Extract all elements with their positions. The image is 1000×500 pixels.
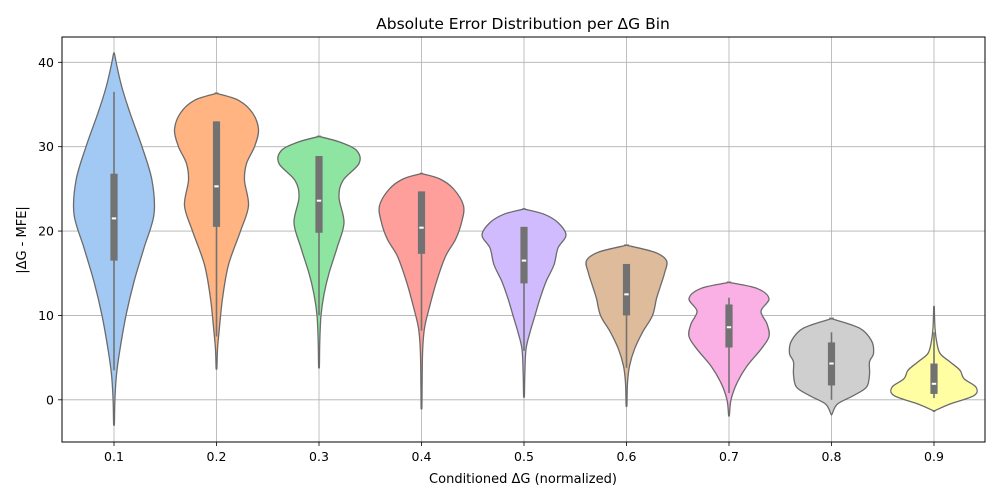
x-tick-label: 0.4 <box>412 449 432 464</box>
violin-iqr-box <box>212 121 221 227</box>
x-tick-label: 0.3 <box>309 449 329 464</box>
x-tick-label: 0.5 <box>514 449 534 464</box>
chart-title: Absolute Error Distribution per ΔG Bin <box>376 15 670 33</box>
x-tick-label: 0.9 <box>924 449 944 464</box>
x-axis-label: Conditioned ΔG (normalized) <box>429 472 617 487</box>
violin-0.2 <box>173 92 260 370</box>
violin-0.9 <box>890 305 978 412</box>
violin-iqr-box <box>110 173 118 261</box>
x-tick-label: 0.2 <box>207 449 227 464</box>
violin-iqr-box <box>520 226 528 284</box>
violins <box>72 52 978 426</box>
x-tick-label: 0.7 <box>719 449 739 464</box>
violin-0.5 <box>481 208 567 398</box>
y-axis-label: |ΔG - MFE| <box>15 206 30 274</box>
axis-ticks: 0 10 20 30 40 0.1 0.2 0.3 0.4 0.5 0.6 0.7 0.8 0.9 <box>38 55 944 464</box>
x-tick-label: 0.1 <box>104 449 124 464</box>
x-tick-label: 0.8 <box>822 449 842 464</box>
y-tick-label: 20 <box>38 224 54 239</box>
violin-iqr-box <box>725 304 733 348</box>
violin-0.8 <box>788 317 875 416</box>
violin-0.7 <box>688 281 770 417</box>
violin-0.1 <box>72 52 156 426</box>
y-tick-label: 30 <box>38 139 54 154</box>
violin-iqr-box <box>930 363 938 394</box>
violin-iqr-box <box>622 263 631 316</box>
violin-0.3 <box>277 135 361 369</box>
violin-iqr-box <box>315 155 323 233</box>
y-tick-label: 40 <box>38 55 54 70</box>
x-tick-label: 0.6 <box>617 449 637 464</box>
violin-0.4 <box>378 172 465 410</box>
violin-iqr-box <box>417 191 426 254</box>
y-tick-label: 0 <box>46 392 54 407</box>
plot-area-frame <box>61 36 986 443</box>
y-tick-label: 10 <box>38 308 54 323</box>
violin-0.6 <box>585 244 668 408</box>
